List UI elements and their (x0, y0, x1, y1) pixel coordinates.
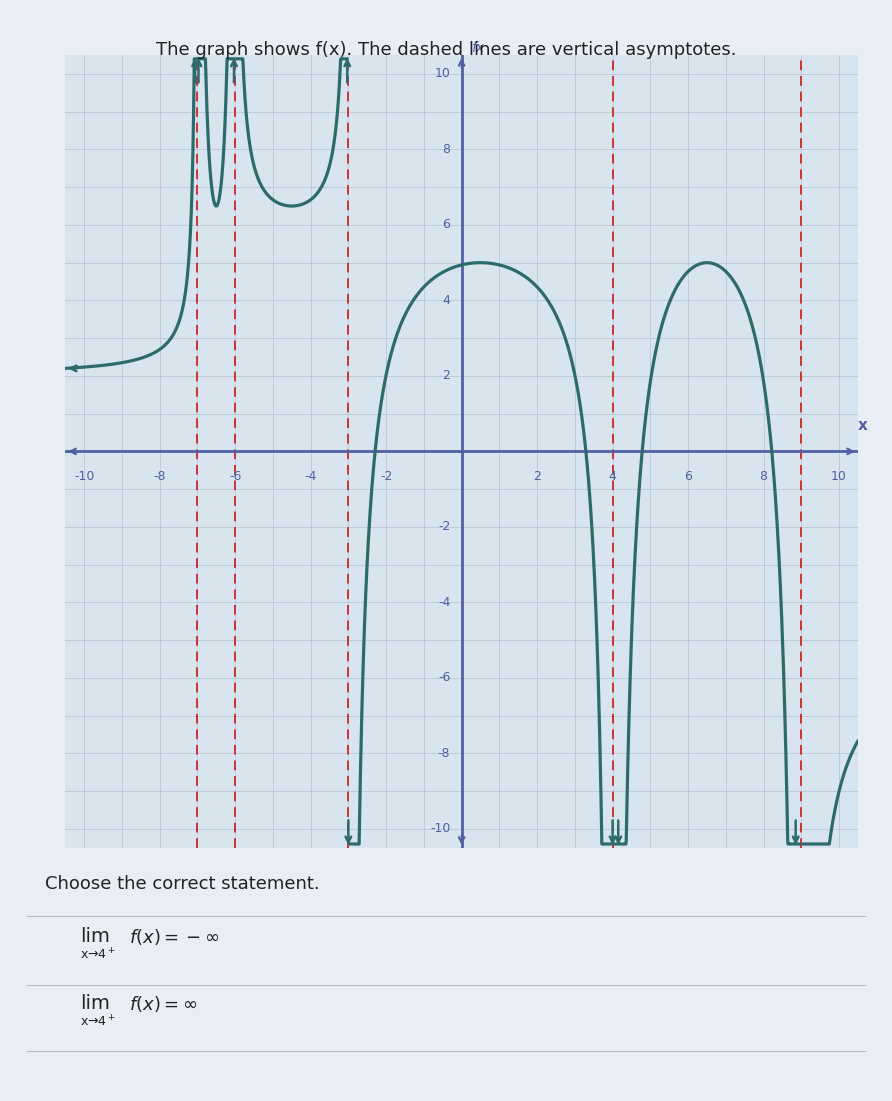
Text: The graph shows f(x). The dashed lines are vertical asymptotes.: The graph shows f(x). The dashed lines a… (156, 41, 736, 58)
Text: -6: -6 (229, 470, 242, 483)
Text: Choose the correct statement.: Choose the correct statement. (45, 875, 319, 893)
Text: 10: 10 (831, 470, 847, 483)
Text: 2: 2 (533, 470, 541, 483)
Text: x→4$^+$: x→4$^+$ (80, 947, 116, 962)
Text: 10: 10 (434, 67, 450, 80)
Text: -8: -8 (438, 746, 450, 760)
Text: $f(x) = -\infty$: $f(x) = -\infty$ (129, 927, 219, 947)
Text: 8: 8 (442, 143, 450, 156)
Text: $f(x) = \infty$: $f(x) = \infty$ (129, 994, 198, 1014)
Text: -4: -4 (438, 596, 450, 609)
Text: -10: -10 (430, 822, 450, 836)
Text: 6: 6 (684, 470, 692, 483)
Text: 4: 4 (608, 470, 616, 483)
Text: -8: -8 (153, 470, 166, 483)
Text: -4: -4 (304, 470, 317, 483)
Text: 4: 4 (442, 294, 450, 307)
Text: x→4$^+$: x→4$^+$ (80, 1014, 116, 1029)
Text: 8: 8 (760, 470, 768, 483)
Text: x: x (858, 417, 868, 433)
Text: 6: 6 (442, 218, 450, 231)
Text: 2: 2 (442, 370, 450, 382)
Text: lim: lim (80, 994, 110, 1013)
Text: -2: -2 (380, 470, 392, 483)
Text: -2: -2 (438, 521, 450, 533)
Text: -6: -6 (438, 672, 450, 685)
Text: -10: -10 (74, 470, 95, 483)
Text: lim: lim (80, 927, 110, 946)
Text: fx: fx (471, 41, 484, 55)
